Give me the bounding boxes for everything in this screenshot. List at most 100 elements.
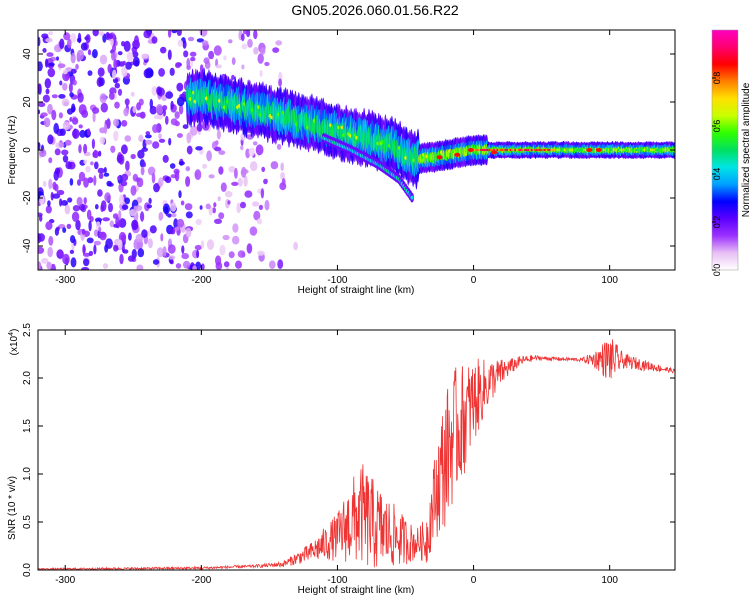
heatmap-blob	[132, 56, 140, 67]
heatmap-blob	[93, 149, 98, 158]
heatmap-blob	[167, 213, 172, 218]
heatmap-blob	[232, 223, 239, 233]
heatmap-blob	[69, 178, 74, 186]
heatmap-blob	[149, 225, 157, 234]
heatmap-blob	[145, 131, 151, 136]
heatmap-blob	[41, 33, 49, 39]
heatmap-blob	[105, 238, 113, 250]
heatmap-blob	[213, 45, 222, 56]
heatmap-blob	[203, 57, 210, 64]
heatmap-blob	[51, 109, 57, 121]
heatmap-blob	[62, 69, 68, 75]
heatmap-blob	[269, 260, 276, 270]
heatmap-blob	[228, 39, 233, 44]
heatmap-blob	[178, 104, 184, 115]
heatmap-blob	[93, 229, 99, 237]
heatmap-blob	[87, 70, 93, 76]
heatmap-blob	[58, 142, 65, 148]
heatmap-blob	[158, 133, 162, 140]
heatmap-blob	[38, 233, 42, 244]
heatmap-blob	[69, 33, 77, 43]
heatmap-blob	[38, 142, 41, 151]
heatmap-blob	[113, 244, 119, 252]
heatmap-blob	[64, 204, 71, 215]
heatmap-blob	[117, 176, 121, 181]
heatmap-blob	[237, 250, 246, 258]
heatmap-blob	[51, 94, 58, 99]
heatmap-blob	[70, 257, 77, 268]
heatmap-blob	[135, 112, 144, 118]
heatmap-blob	[48, 235, 54, 246]
heatmap-blob	[88, 250, 94, 256]
heatmap-blob	[125, 160, 130, 172]
heatmap-blob	[130, 91, 135, 97]
heatmap-blob	[151, 172, 156, 184]
heatmap-blob	[116, 154, 123, 164]
colorbar-ticks: 0.0 0.2 0.4 0.6 0.8	[712, 72, 722, 276]
heatmap-blob	[56, 56, 59, 61]
heatmap-blob	[48, 62, 55, 67]
heatmap-blob	[82, 244, 86, 255]
heatmap-blob	[56, 189, 65, 196]
heatmap-blob	[98, 226, 102, 233]
heatmap-blob	[246, 30, 251, 38]
heatmap-blob	[52, 181, 57, 190]
heatmap-blob	[131, 51, 139, 58]
heatmap-blob	[61, 98, 70, 107]
heatmap-blob	[109, 220, 115, 228]
heatmap-blob	[83, 177, 89, 188]
heatmap-blob	[83, 159, 88, 164]
heatmap-blob	[137, 248, 145, 258]
x-tick-label: -100	[327, 575, 347, 586]
heatmap-blob	[118, 210, 122, 221]
heatmap-blob	[169, 259, 174, 265]
heatmap-blob	[243, 30, 247, 35]
heatmap-blob	[99, 93, 107, 104]
heatmap-blob	[248, 147, 255, 157]
heatmap-blob	[215, 255, 222, 266]
heatmap-blob	[270, 161, 279, 170]
heatmap-blob	[71, 106, 76, 112]
heatmap-blob	[108, 92, 115, 100]
heatmap-blob	[241, 43, 248, 50]
heatmap-blob	[171, 30, 178, 34]
heatmap-blob	[54, 167, 61, 175]
heatmap-blob	[71, 117, 79, 125]
heatmap-blob	[99, 54, 108, 65]
heatmap-blob	[240, 145, 244, 151]
heatmap-blob	[61, 149, 69, 156]
heatmap-blob	[186, 145, 193, 155]
heatmap-blob	[92, 49, 98, 59]
x-tick-label: -300	[55, 275, 75, 286]
heatmap-blob	[188, 59, 194, 68]
heatmap-blob	[196, 38, 205, 43]
heatmap-blob	[87, 49, 92, 56]
heatmap-blob	[117, 51, 123, 56]
heatmap-blob	[151, 86, 158, 96]
heatmap-blob	[158, 212, 164, 221]
heatmap-blob	[62, 227, 67, 233]
heatmap-blob	[92, 30, 99, 37]
heatmap-blob	[133, 205, 137, 213]
heatmap-blob	[169, 163, 176, 169]
x-tick-label: 100	[601, 575, 618, 586]
heatmap-blob	[258, 204, 263, 210]
x-tick-label: 0	[471, 575, 477, 586]
heatmap-blob	[47, 246, 53, 258]
heatmap-blob	[259, 47, 266, 55]
heatmap-blob	[228, 251, 235, 259]
heatmap-blob	[100, 102, 109, 113]
heatmap-blob	[60, 200, 68, 206]
heatmap-blob	[48, 31, 53, 36]
heatmap-blob	[107, 182, 114, 187]
snr-y-ticks: 0.0 0.5 1.0 1.5 2.0 2.5	[22, 323, 675, 577]
heatmap-blob	[160, 233, 164, 242]
heatmap-blob	[48, 178, 53, 190]
heatmap-blob	[120, 180, 128, 187]
snr-x-ticks: -300 -200 -100 0 100	[55, 330, 618, 586]
heatmap-blob	[67, 38, 72, 49]
heatmap-blob	[185, 176, 191, 187]
heatmap-blob	[67, 197, 73, 203]
heatmap-blob	[59, 128, 66, 136]
heatmap-blob	[186, 132, 192, 144]
